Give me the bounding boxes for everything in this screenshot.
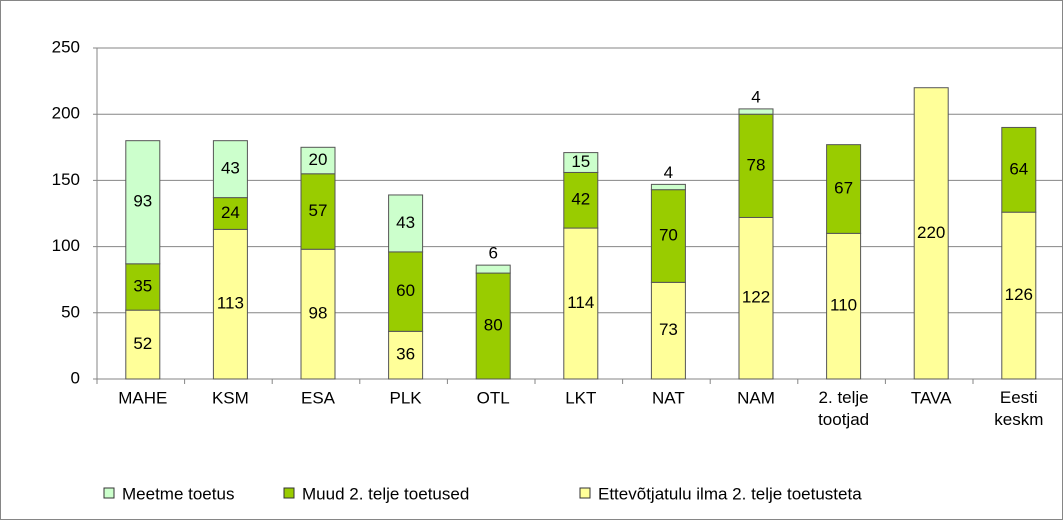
data-label: 67 [834,178,853,197]
y-tick-label: 50 [61,302,80,321]
data-label: 70 [659,225,678,244]
bar-segment [563,171,599,229]
x-tick-label: TAVA [911,388,952,407]
bar-segment [300,248,336,380]
data-label: 93 [133,192,152,211]
data-label: 220 [917,223,945,242]
legend-label: Muud 2. telje toetused [302,484,469,503]
bar-segment [475,272,511,380]
x-tick-label: NAM [737,388,775,407]
bar-segment [738,216,774,380]
bar-segment [300,173,336,250]
data-label: 98 [309,304,328,323]
data-label: 4 [751,87,760,106]
bar-segment [125,263,161,311]
data-label: 35 [133,276,152,295]
bar-segment [125,309,161,380]
bar-segment [738,113,774,218]
y-tick-label: 0 [71,368,80,387]
data-label: 20 [309,150,328,169]
bar-segment [388,194,424,253]
bar-segment [826,144,862,234]
bar-segment [563,227,599,380]
data-label: 36 [396,345,415,364]
x-tick-label: MAHE [118,388,167,407]
data-label: 64 [1009,159,1028,178]
legend-swatch [579,487,591,499]
legend-swatch [283,487,295,499]
data-label: 4 [664,163,673,182]
x-tick-label: LKT [565,388,596,407]
bar-segment [388,251,424,332]
data-label: 110 [830,296,857,315]
data-label: 60 [396,281,415,300]
x-tick-label: ESA [301,388,336,407]
data-label: 78 [747,155,766,174]
y-tick-label: 150 [52,170,80,189]
data-label: 114 [567,293,594,312]
bar-segment [1001,126,1037,213]
y-tick-label: 250 [52,37,80,56]
bar-segment [650,183,686,191]
data-label: 73 [659,320,678,339]
bar-segment [125,140,161,265]
data-label: 15 [571,152,590,171]
legend-label: Ettevõtjatulu ilma 2. telje toetusteta [598,484,862,503]
y-tick-label: 100 [52,236,80,255]
x-tick-label: OTL [477,388,510,407]
bar-segment [212,140,248,199]
bar-segment [1001,211,1037,380]
bar-segment [738,108,774,115]
x-tick-label: NAT [652,388,685,407]
bar-segment [388,330,424,380]
bar-segment [650,281,686,380]
x-tick-label: PLK [390,388,423,407]
bar-segment [475,264,511,274]
data-label: 6 [488,244,497,263]
bar-segment [650,189,686,283]
data-label: 43 [221,159,240,178]
data-label: 42 [571,190,590,209]
y-tick-label: 200 [52,104,80,123]
data-label: 122 [742,288,770,307]
bar-segment [826,232,862,380]
x-tick-label: KSM [212,388,249,407]
data-label: 24 [221,203,240,222]
data-label: 52 [133,334,152,353]
bar-segment [212,197,248,230]
data-label: 57 [309,201,328,220]
data-label: 126 [1005,285,1033,304]
bar-segment [563,152,599,173]
x-tick-label: Eesti keskm [994,388,1043,429]
data-label: 80 [484,316,503,335]
bar-segment [212,228,248,380]
x-tick-label: 2. telje tootjad [818,388,869,429]
bar-segment [913,87,949,380]
bar-segment [300,146,336,175]
legend-swatch [103,487,115,499]
data-label: 113 [217,294,244,313]
legend-label: Meetme toetus [122,484,234,503]
data-label: 43 [396,213,415,232]
